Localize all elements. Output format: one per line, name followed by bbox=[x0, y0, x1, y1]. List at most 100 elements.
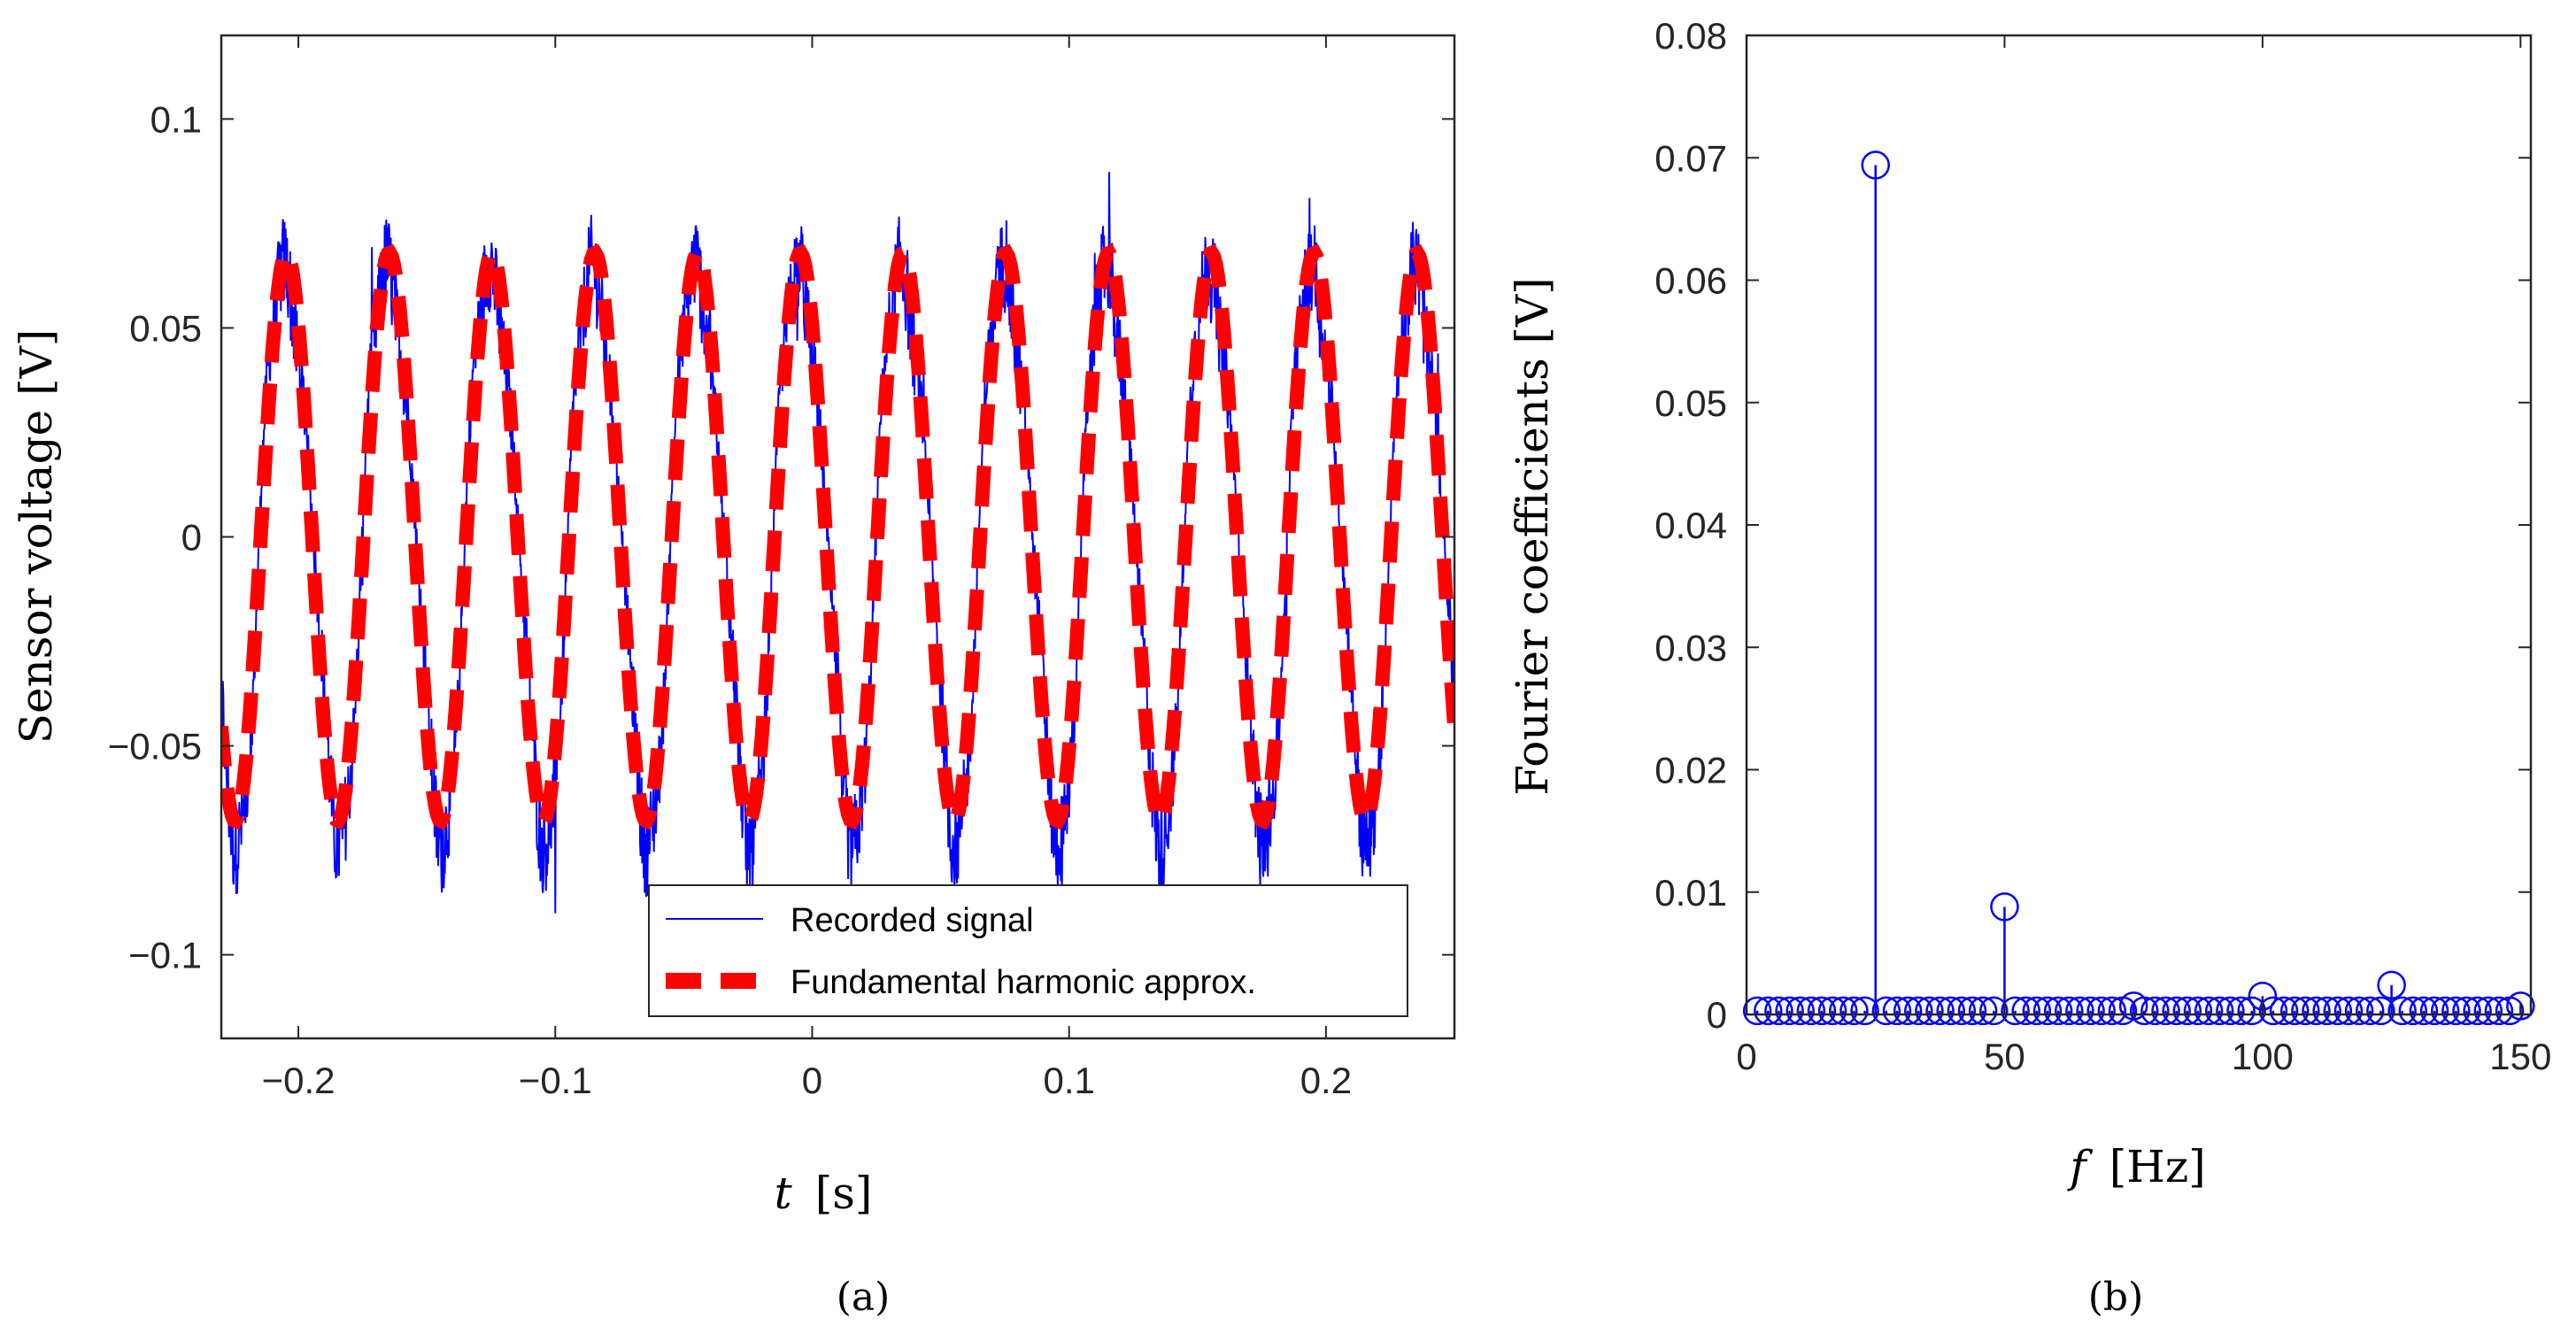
fourier-marker bbox=[1947, 996, 1977, 1026]
fourier-marker bbox=[1936, 996, 1965, 1026]
panel-b-y-tick-label: 0.06 bbox=[1654, 260, 1727, 302]
panel-b-y-tick-label: 0.01 bbox=[1654, 872, 1727, 914]
fourier-marker bbox=[2484, 996, 2514, 1026]
panel-b-y-tick-label: 0.02 bbox=[1654, 750, 1727, 791]
fourier-marker bbox=[2097, 996, 2127, 1026]
panel-a-y-ticks: −0.1 −0.05 0 0.05 0.1 bbox=[108, 98, 1454, 976]
fourier-marker bbox=[2441, 996, 2471, 1026]
fourier-marker bbox=[1796, 996, 1826, 1026]
fourier-marker bbox=[2055, 996, 2084, 1026]
fourier-marker bbox=[2183, 996, 2213, 1026]
panel-b-x-tick-label: 50 bbox=[1984, 1036, 2025, 1077]
fourier-marker bbox=[1742, 996, 1772, 1026]
panel-b-x-unit: [Hz] bbox=[2109, 1141, 2206, 1192]
panel-a-x-tick-label: 0 bbox=[802, 1060, 822, 1101]
panel-a-label: (a) bbox=[837, 1275, 891, 1320]
fourier-marker bbox=[1979, 996, 2009, 1026]
panel-a-chart: −0.2 −0.1 0 0.1 0.2 −0.1 −0.05 0 0.05 0.1 Record… bbox=[11, 34, 1456, 1320]
fourier-marker bbox=[2279, 996, 2310, 1026]
panel-a-x-tick-label: 0.1 bbox=[1043, 1060, 1094, 1101]
legend-fundamental-label: Fundamental harmonic approx. bbox=[791, 964, 1256, 1001]
fourier-marker bbox=[2312, 996, 2341, 1026]
fourier-marker bbox=[1871, 996, 1901, 1026]
fourier-marker bbox=[2172, 996, 2202, 1026]
panel-b-label: (b) bbox=[2088, 1275, 2144, 1320]
fourier-marker bbox=[2409, 996, 2439, 1026]
fourier-marker bbox=[2076, 996, 2105, 1026]
fourier-marker bbox=[2258, 996, 2288, 1026]
fourier-marker bbox=[1785, 996, 1815, 1026]
fourier-marker bbox=[1925, 996, 1955, 1026]
fourier-marker bbox=[1882, 996, 1912, 1026]
fourier-marker bbox=[2022, 996, 2052, 1026]
fourier-marker bbox=[2463, 996, 2492, 1026]
fourier-marker bbox=[2001, 996, 2030, 1026]
panel-a-y-tick-label: −0.1 bbox=[128, 935, 202, 976]
panel-b-y-tick-label: 0.07 bbox=[1654, 137, 1727, 179]
fourier-marker bbox=[2419, 996, 2449, 1026]
fourier-marker bbox=[2140, 996, 2170, 1026]
fourier-marker bbox=[1893, 996, 1923, 1026]
panel-a-x-tick-label: −0.2 bbox=[262, 1060, 335, 1101]
fourier-marker bbox=[2377, 970, 2406, 1000]
fourier-marker bbox=[2032, 996, 2063, 1026]
fourier-marker bbox=[2355, 996, 2385, 1026]
fourier-marker bbox=[2430, 996, 2460, 1026]
fourier-marker bbox=[2043, 996, 2073, 1026]
fourier-marker bbox=[1754, 996, 1783, 1026]
panel-a-legend: Recorded signal Fundamental harmonic app… bbox=[648, 884, 1408, 1017]
panel-b-x-tick-label: 150 bbox=[2489, 1036, 2551, 1077]
fourier-marker bbox=[2366, 996, 2395, 1026]
fourier-marker bbox=[2302, 996, 2331, 1026]
fourier-marker bbox=[1968, 996, 1998, 1026]
panel-a-x-axis-label: t [s] bbox=[775, 1168, 873, 1219]
fourier-marker bbox=[2344, 996, 2374, 1026]
fourier-marker bbox=[2473, 996, 2503, 1026]
panel-a-y-tick-label: −0.05 bbox=[108, 726, 202, 767]
fourier-marker bbox=[2506, 991, 2535, 1021]
panel-b-y-tick-label: 0.04 bbox=[1654, 505, 1727, 546]
fourier-marker bbox=[1764, 996, 1793, 1026]
panel-a-x-unit: [s] bbox=[815, 1168, 873, 1219]
panel-b-y-tick-label: 0.03 bbox=[1654, 627, 1727, 668]
fourier-marker bbox=[1775, 996, 1804, 1026]
fourier-marker bbox=[1915, 996, 1944, 1026]
fourier-marker bbox=[1817, 996, 1847, 1026]
fourier-marker bbox=[2151, 996, 2180, 1026]
legend-recorded-label: Recorded signal bbox=[791, 902, 1034, 939]
panel-b-y-tick-label: 0.08 bbox=[1654, 15, 1727, 57]
panel-b-y-axis-label: Fourier coefficients [V] bbox=[1507, 277, 1558, 795]
panel-b-y-tick-label: 0 bbox=[1707, 994, 1727, 1036]
fourier-marker bbox=[2269, 996, 2299, 1026]
panel-a-y-tick-label: 0.05 bbox=[129, 307, 202, 349]
fourier-marker bbox=[2333, 996, 2364, 1026]
panel-b-x-tick-label: 0 bbox=[1736, 1036, 1756, 1077]
fourier-marker bbox=[2194, 996, 2224, 1026]
panel-b-chart: 0 50 100 150 0 0.01 0.02 0.03 0.04 0.05 0.06 0.07 0… bbox=[1507, 15, 2551, 1320]
fourier-marker bbox=[2237, 996, 2266, 1026]
panel-b-stem-group bbox=[1742, 150, 2535, 1026]
fourier-marker bbox=[2129, 996, 2159, 1026]
panel-a-plot-area bbox=[221, 35, 1454, 1038]
panel-a-y-axis-label: Sensor voltage [V] bbox=[11, 329, 62, 744]
panel-a-x-tick-label: 0.2 bbox=[1300, 1060, 1352, 1101]
panel-b-plot-area bbox=[1747, 35, 2531, 1014]
fourier-marker bbox=[2323, 996, 2353, 1026]
fourier-marker bbox=[1850, 996, 1879, 1026]
panel-a-x-ticks: −0.2 −0.1 0 0.1 0.2 bbox=[262, 35, 1352, 1101]
fourier-marker bbox=[1839, 996, 1869, 1026]
fourier-marker bbox=[2226, 996, 2256, 1026]
fourier-marker bbox=[1990, 892, 2019, 922]
panel-b-y-tick-label: 0.05 bbox=[1654, 382, 1727, 424]
panel-a-series-group bbox=[221, 172, 1454, 914]
fourier-marker bbox=[2011, 996, 2040, 1026]
legend-box bbox=[648, 884, 1408, 1017]
fourier-marker bbox=[2204, 996, 2234, 1026]
fourier-marker bbox=[2398, 996, 2428, 1026]
fourier-marker bbox=[1904, 996, 1933, 1026]
fourier-marker bbox=[2216, 996, 2245, 1026]
fourier-marker bbox=[1807, 996, 1837, 1026]
panel-b-x-tick-label: 100 bbox=[2232, 1036, 2294, 1077]
panel-a-x-var: t bbox=[775, 1168, 793, 1219]
